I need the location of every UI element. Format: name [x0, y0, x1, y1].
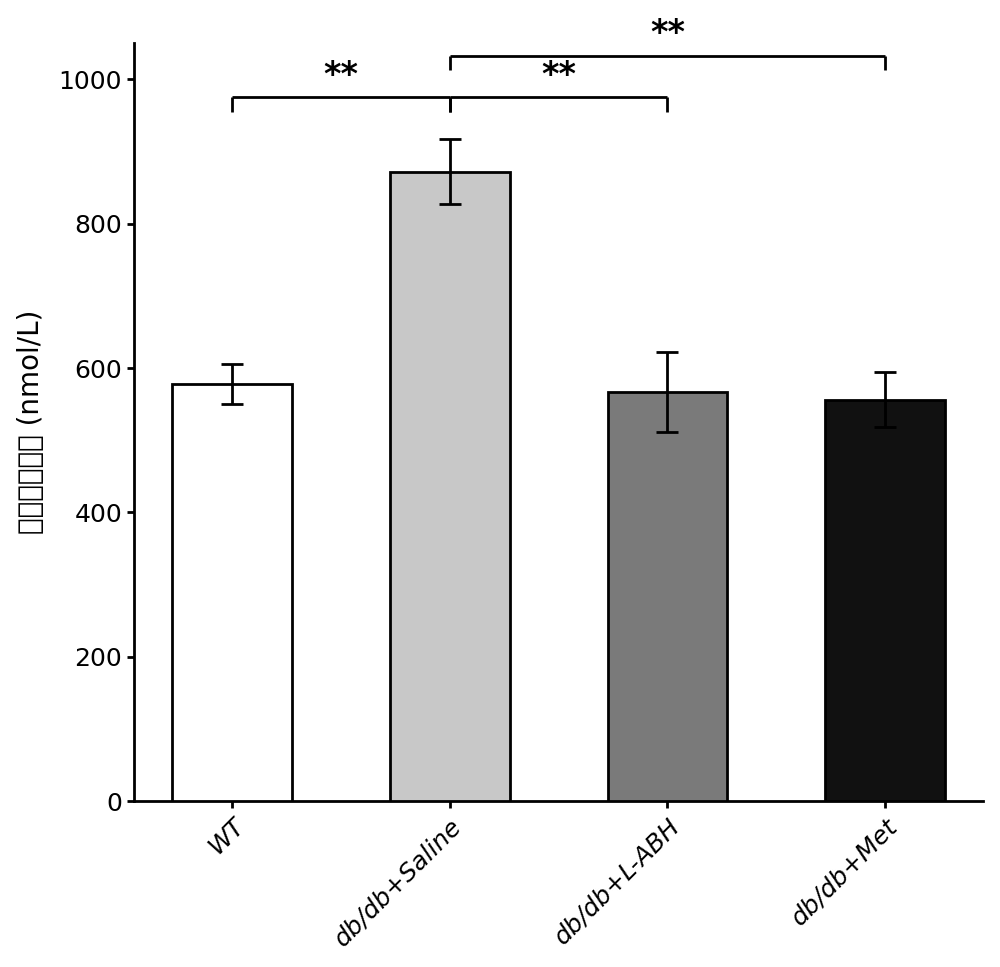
Bar — [390, 172, 510, 801]
Bar — [825, 399, 945, 801]
Text: **: ** — [324, 59, 359, 92]
Text: **: ** — [541, 59, 576, 92]
Text: **: ** — [650, 16, 685, 49]
Bar — [172, 384, 292, 801]
Y-axis label: 糖化血红蛋白 (nmol/L): 糖化血红蛋白 (nmol/L) — [17, 310, 45, 535]
Bar — [608, 392, 727, 801]
